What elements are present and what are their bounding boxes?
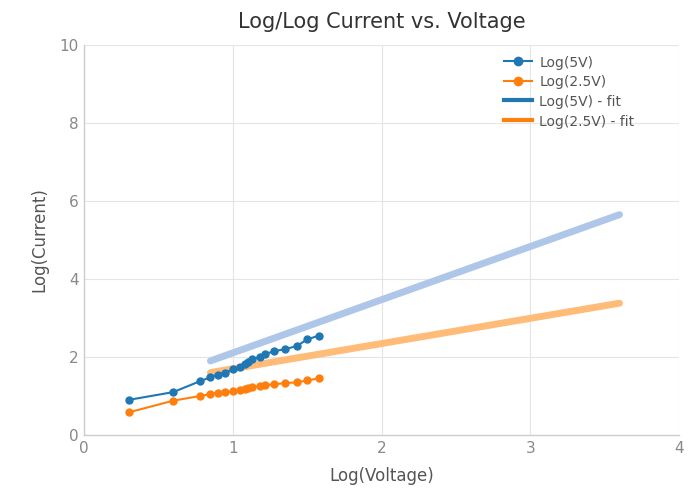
Title: Log/Log Current vs. Voltage: Log/Log Current vs. Voltage <box>238 12 525 32</box>
X-axis label: Log(Voltage): Log(Voltage) <box>329 466 434 484</box>
Y-axis label: Log(Current): Log(Current) <box>30 188 48 292</box>
Legend: Log(5V), Log(2.5V), Log(5V) - fit, Log(2.5V) - fit: Log(5V), Log(2.5V), Log(5V) - fit, Log(2… <box>505 56 634 128</box>
